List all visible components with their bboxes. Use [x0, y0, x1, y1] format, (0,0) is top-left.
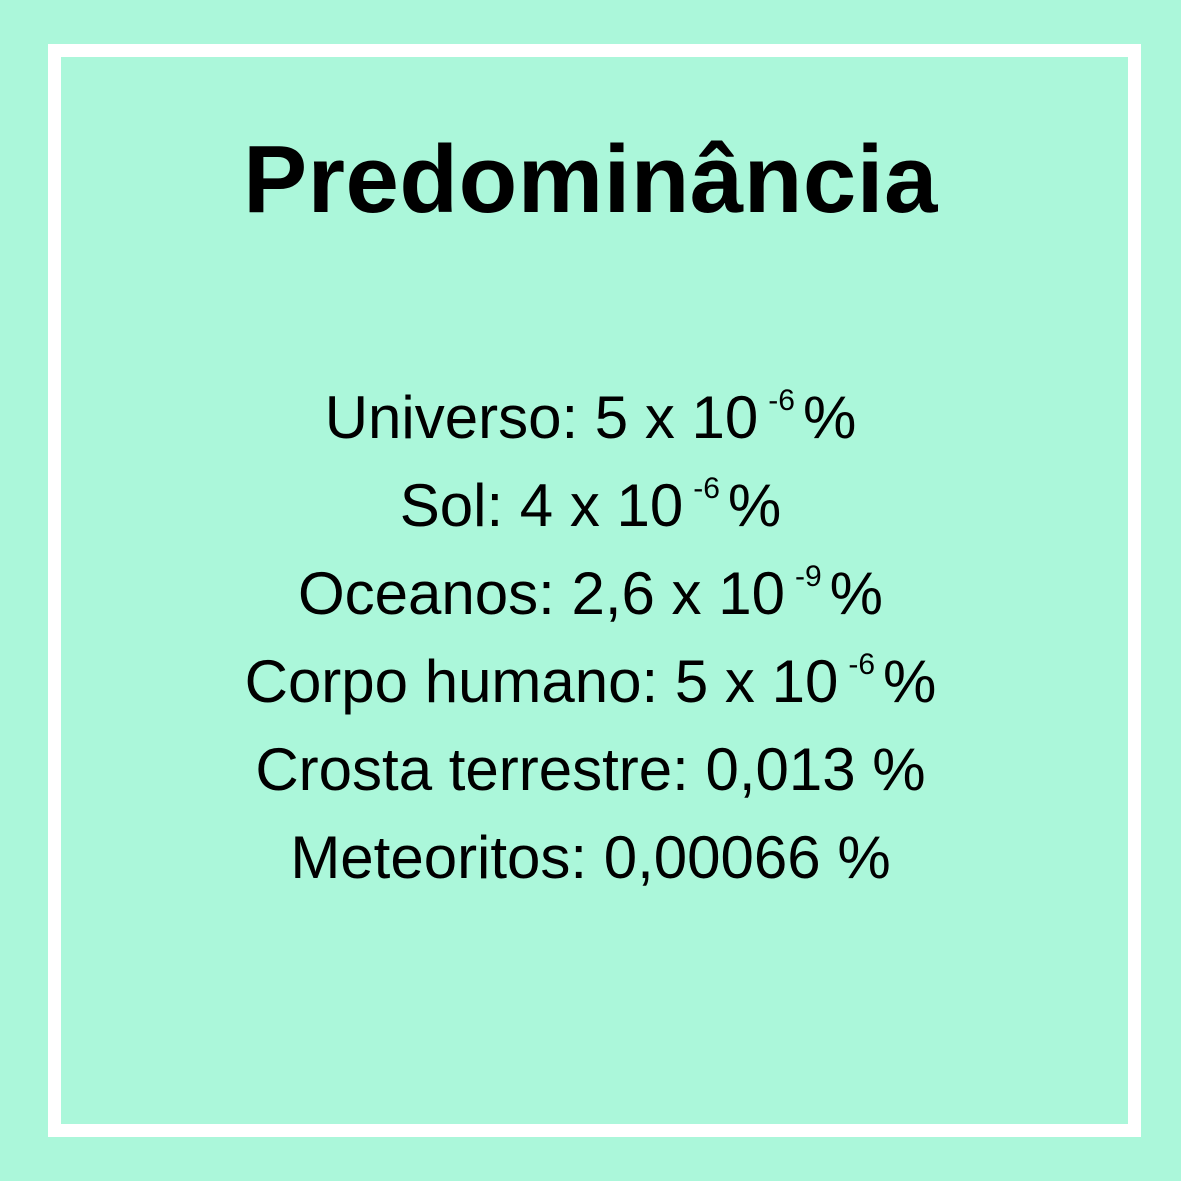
row-unit: % — [802, 384, 857, 451]
row-exponent: -6 — [848, 648, 876, 681]
row-unit: % — [872, 736, 926, 803]
row-label: Meteoritos: — [290, 824, 588, 891]
white-frame-border — [48, 44, 1141, 1137]
row-value: 5 x 10 — [594, 384, 759, 451]
row-label: Oceanos: — [297, 560, 555, 627]
row-exponent: -9 — [794, 560, 822, 593]
row-value: 0,013 — [705, 736, 856, 803]
list-item-corpo-humano: Corpo humano: 5 x 10 -6% — [0, 642, 1181, 730]
row-unit: % — [883, 648, 937, 715]
row-label: Universo: — [324, 384, 579, 451]
row-value: 0,00066 — [603, 824, 821, 891]
list-item-sol: Sol: 4 x 10 -6% — [0, 466, 1181, 554]
row-unit: % — [829, 560, 884, 627]
row-exponent: -6 — [768, 384, 795, 417]
row-exponent: -6 — [693, 472, 720, 505]
row-label: Corpo humano: — [244, 648, 659, 715]
list-item-meteoritos: Meteoritos: 0,00066 % — [0, 818, 1181, 906]
list-item-universo: Universo: 5 x 10 -6% — [0, 378, 1181, 466]
row-label: Crosta terrestre: — [255, 736, 689, 803]
abundance-list: Universo: 5 x 10 -6% Sol: 4 x 10 -6% Ocean… — [0, 378, 1181, 906]
row-value: 2,6 x 10 — [571, 560, 785, 627]
list-item-oceanos: Oceanos: 2,6 x 10 -9% — [0, 554, 1181, 642]
row-label: Sol: — [399, 472, 504, 539]
row-unit: % — [837, 824, 891, 891]
row-value: 4 x 10 — [519, 472, 684, 539]
page-title: Predominância — [243, 126, 938, 233]
list-item-crosta-terrestre: Crosta terrestre: 0,013 % — [0, 730, 1181, 818]
row-value: 5 x 10 — [674, 648, 839, 715]
row-unit: % — [727, 472, 782, 539]
